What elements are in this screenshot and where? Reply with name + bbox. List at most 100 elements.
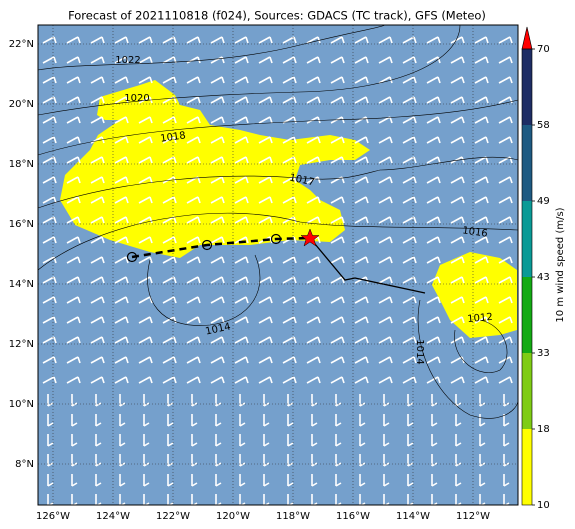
wind-barb [191,434,198,447]
wind-barb [431,434,438,447]
isobar-label: 1012 [467,312,493,325]
wind-barb [407,434,414,447]
wind-barb [426,316,441,324]
wind-barb [234,276,249,284]
wind-barb [114,116,129,124]
isobar-label: 1014 [414,339,425,364]
wind-barb [282,356,297,364]
wind-barb [138,236,153,244]
wind-barb [426,256,441,264]
wind-barb [66,236,81,244]
wind-barb [330,356,345,364]
isobar-label: 1020 [124,93,149,104]
wind-barb [138,216,153,224]
wind-barb [210,276,225,284]
wind-barb [114,276,129,284]
wind-barb [114,216,129,224]
wind-barb [287,474,294,487]
wind-barb [95,414,102,427]
wind-barb [138,256,153,264]
wind-barb [258,76,273,84]
wind-barb [42,216,57,224]
wind-barb [282,136,297,144]
wind-barb [66,356,81,364]
wind-barb [402,136,417,144]
wind-barb [186,236,201,244]
wind-barb [138,376,153,384]
wind-barb [354,316,369,324]
wind-barb [191,474,198,487]
colorbar-label: 10 m wind speed (m/s) [555,207,566,322]
lat-tick-label: 20°N [9,99,34,110]
wind-barb [498,216,513,224]
wind-barb [330,96,345,104]
wind-barb [162,116,177,124]
wind-barb [162,256,177,264]
wind-barb [186,116,201,124]
wind-barb [335,474,342,487]
wind-barb [71,434,78,447]
wind-barb [263,414,270,427]
wind-barb [354,236,369,244]
wind-barb [210,336,225,344]
wind-barb [498,256,513,264]
wind-barb [234,76,249,84]
wind-barb [426,276,441,284]
colorbar-segment [522,125,532,201]
wind-barb [335,434,342,447]
wind-barb [162,276,177,284]
wind-barb [450,56,465,64]
wind-barb [66,276,81,284]
wind-barb [258,276,273,284]
wind-barb [450,76,465,84]
wind-barb [306,156,321,164]
isobar-label: 1017 [288,172,315,188]
lon-tick-label: 116°W [336,511,370,522]
wind-barb [378,376,393,384]
wind-barb [66,296,81,304]
wind-barb [479,434,486,447]
wind-barb [402,56,417,64]
wind-barb [383,474,390,487]
wind-barb [234,256,249,264]
wind-barb [114,176,129,184]
wind-barb [66,176,81,184]
wind-barb [90,36,105,44]
lon-tick-label: 126°W [36,511,70,522]
wind-barb [90,56,105,64]
wind-barb [42,76,57,84]
wind-barb [498,196,513,204]
wind-barb [306,336,321,344]
wind-barb [258,336,273,344]
track-points [126,233,282,263]
wind-barb [474,376,489,384]
wind-barb [354,216,369,224]
wind-barb [354,336,369,344]
wind-barb [498,116,513,124]
wind-barb [138,296,153,304]
wind-barb [402,116,417,124]
wind-barb [426,236,441,244]
wind-barb [498,56,513,64]
wind-barb [498,136,513,144]
wind-barb [474,356,489,364]
wind-barb [210,116,225,124]
wind-barb [66,116,81,124]
wind-barb [138,36,153,44]
wind-barb [306,136,321,144]
wind-barb [42,276,57,284]
wind-barb [234,36,249,44]
wind-barbs [42,36,513,507]
wind-barb [354,56,369,64]
wind-barb [474,76,489,84]
wind-barb [66,76,81,84]
wind-barb [90,316,105,324]
wind-barb [234,176,249,184]
wind-barb [119,434,126,447]
wind-barb [282,296,297,304]
wind-barb [90,336,105,344]
wind-barb [450,156,465,164]
wind-barb [210,96,225,104]
wind-barb [114,196,129,204]
wind-barb [498,36,513,44]
